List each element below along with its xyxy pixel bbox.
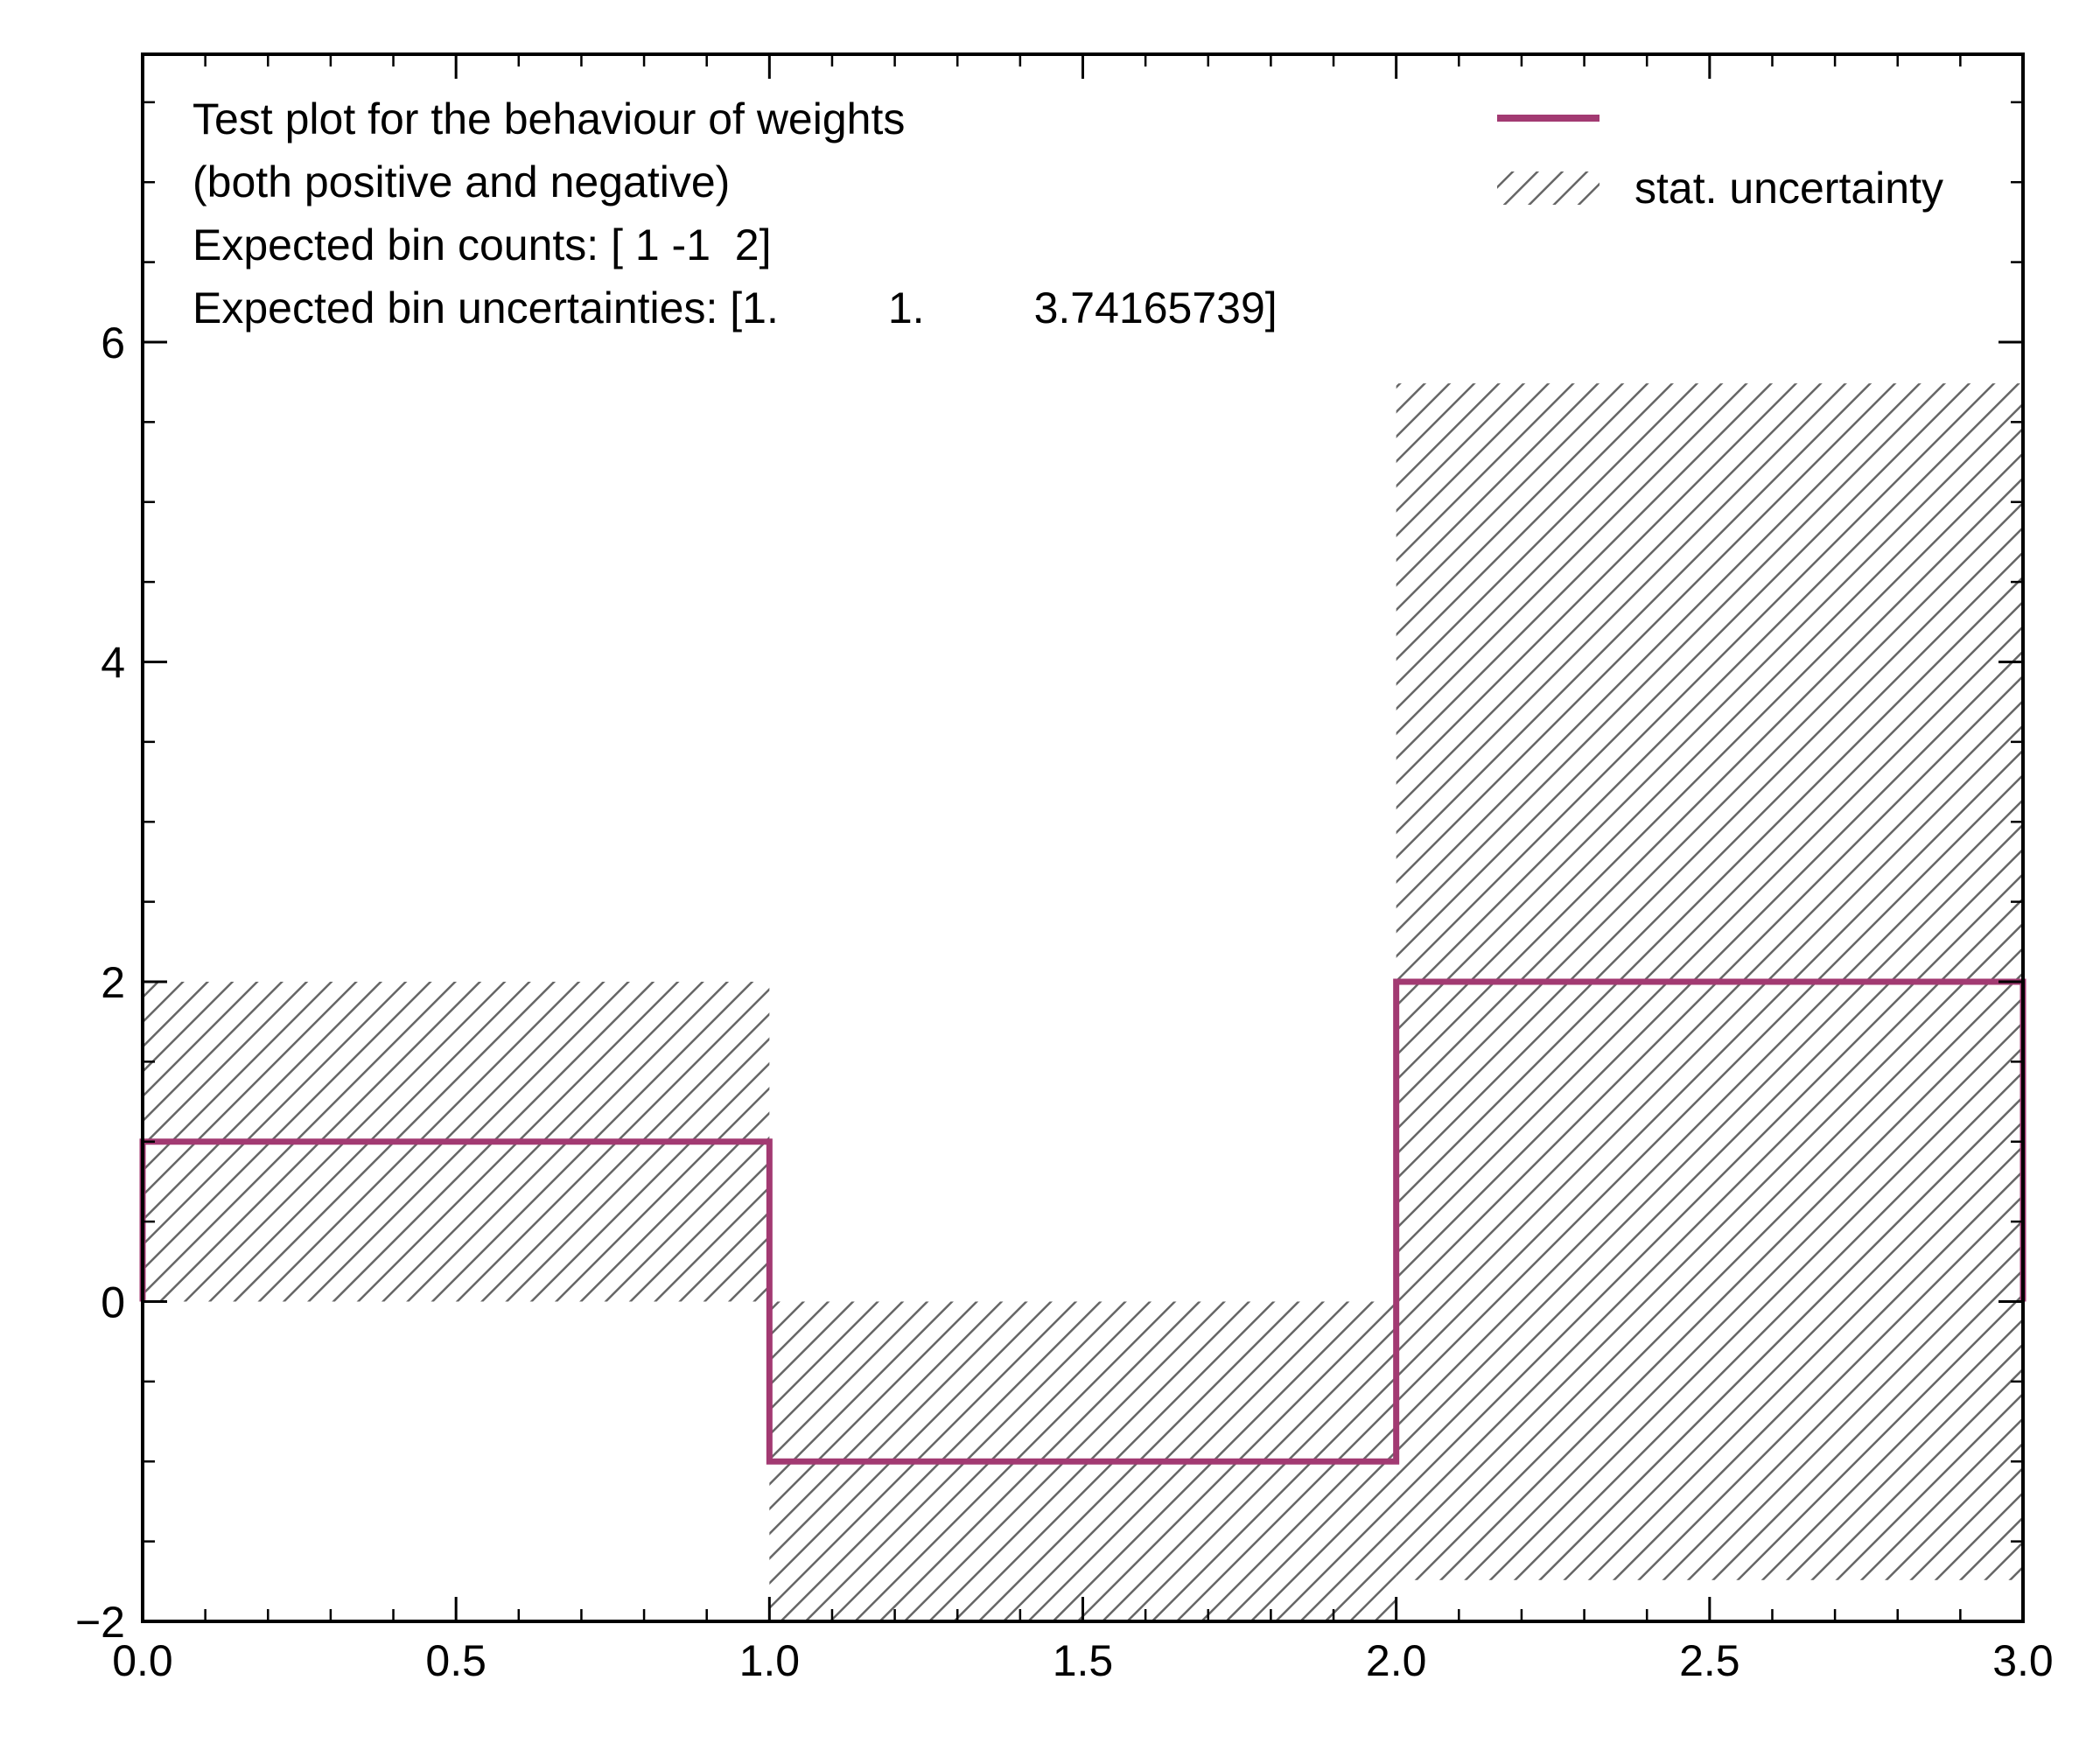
legend-hatch-swatch bbox=[1497, 172, 1600, 205]
legend-hatch-label: stat. uncertainty bbox=[1634, 164, 1943, 213]
annotation-line: Expected bin uncertainties: [1. 1. 3.741… bbox=[192, 284, 1278, 332]
x-tick-label: 2.5 bbox=[1679, 1636, 1740, 1685]
annotation-line: Test plot for the behaviour of weights bbox=[192, 94, 905, 144]
x-tick-label: 1.0 bbox=[739, 1636, 801, 1685]
y-tick-label: 4 bbox=[101, 638, 125, 687]
y-tick-label: 2 bbox=[101, 958, 125, 1007]
histogram-step-line bbox=[139, 978, 2026, 1465]
annotation-line: Expected bin counts: [ 1 -1 2] bbox=[192, 220, 772, 270]
plot-frame bbox=[141, 52, 2025, 1623]
legend: stat. uncertainty bbox=[1497, 115, 1943, 213]
y-tick-label: 6 bbox=[101, 318, 125, 368]
x-tick-label: 3.0 bbox=[1992, 1636, 2054, 1685]
y-tick-labels: −2 0 2 4 6 bbox=[75, 318, 125, 1647]
x-tick-labels: 0.0 0.5 1.0 1.5 2.0 2.5 3.0 bbox=[112, 1636, 2054, 1685]
x-tick-label: 0.5 bbox=[425, 1636, 486, 1685]
y-tick-label: −2 bbox=[75, 1598, 125, 1647]
uncertainty-bands bbox=[143, 383, 2023, 1621]
histogram-steps bbox=[139, 978, 2026, 1465]
x-tick-label: 2.0 bbox=[1366, 1636, 1427, 1685]
annotation-text: Test plot for the behaviour of weights (b… bbox=[192, 94, 1278, 332]
x-tick-label: 0.0 bbox=[112, 1636, 173, 1685]
x-tick-label: 1.5 bbox=[1053, 1636, 1114, 1685]
y-tick-label: 0 bbox=[101, 1278, 125, 1326]
annotation-line: (both positive and negative) bbox=[192, 158, 730, 206]
